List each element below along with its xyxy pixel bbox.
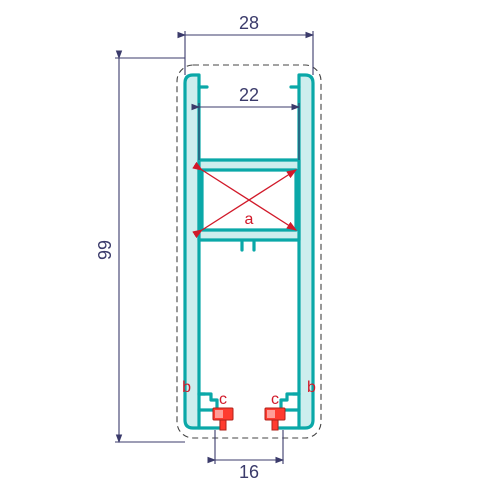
svg-text:b: b <box>307 379 316 396</box>
svg-text:c: c <box>219 391 227 408</box>
svg-text:c: c <box>271 391 279 408</box>
svg-text:a: a <box>245 211 254 228</box>
svg-text:b: b <box>182 379 191 396</box>
svg-text:22: 22 <box>239 85 259 105</box>
svg-text:16: 16 <box>239 462 259 482</box>
svg-text:99: 99 <box>95 240 115 260</box>
svg-text:28: 28 <box>239 13 259 33</box>
